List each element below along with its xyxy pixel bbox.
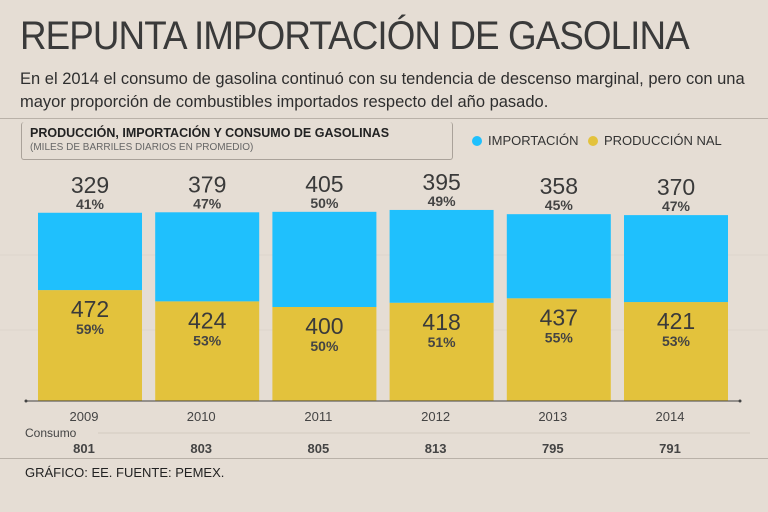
production-percent-label: 55% [545,329,574,345]
bar-production-2011 [272,307,377,401]
import-value-label: 395 [422,169,460,195]
x-tick-label: 2009 [70,409,99,424]
bar-production-2010 [155,301,260,401]
import-percent-label: 41% [76,196,105,212]
production-percent-label: 53% [662,333,691,349]
bar-import-2013 [506,214,611,299]
legend-production-label: PRODUCCIÓN NAL [604,133,722,148]
legend-production-dot-icon [588,135,598,146]
import-percent-label: 47% [193,195,222,211]
consumo-value: 801 [73,441,95,456]
x-tick-label: 2014 [656,409,685,424]
consumo-value: 813 [425,441,447,456]
consumo-value: 795 [542,441,564,456]
bar-import-2010 [155,212,260,302]
consumo-value: 791 [659,441,681,456]
import-percent-label: 50% [310,195,339,211]
bar-production-2009 [38,290,142,401]
consumo-value: 803 [190,441,212,456]
legend-import-dot-icon [472,135,482,146]
page-title: REPUNTA IMPORTACIÓN DE GASOLINA [20,14,690,58]
production-value-label: 472 [71,296,109,322]
page-subtitle: En el 2014 el consumo de gasolina contin… [20,70,745,111]
consumo-label: Consumo [25,426,77,440]
import-percent-label: 45% [545,197,574,213]
production-percent-label: 50% [310,338,339,354]
production-percent-label: 51% [428,334,457,350]
legend-import: IMPORTACIÓN [472,133,579,148]
bar-production-2012 [389,302,494,401]
import-value-label: 358 [540,173,578,199]
production-value-label: 421 [657,308,695,334]
import-value-label: 379 [188,171,226,197]
import-value-label: 405 [305,171,343,197]
x-tick-label: 2012 [421,409,450,424]
bar-import-2012 [389,209,494,303]
source-footer: GRÁFICO: EE. FUENTE: PEMEX. [25,465,225,480]
legend-import-label: IMPORTACIÓN [488,133,579,148]
x-tick-label: 2011 [304,409,332,424]
chart-title-box: PRODUCCIÓN, IMPORTACIÓN Y CONSUMO DE GAS… [21,122,453,160]
chart-units: (MILES DE BARRILES DIARIOS EN PROMEDIO) [30,142,254,153]
x-tick-label: 2010 [187,409,216,424]
bar-import-2009 [38,212,142,291]
axis-end-dot-icon [738,399,742,403]
x-tick-label: 2013 [538,409,567,424]
production-value-label: 424 [188,307,227,333]
bar-import-2011 [272,211,377,307]
bar-production-2013 [506,298,611,401]
import-value-label: 370 [657,174,695,200]
production-value-label: 437 [540,304,578,330]
bar-import-2014 [624,215,728,303]
import-percent-label: 47% [662,198,691,214]
bar-production-2014 [624,302,728,401]
axis-end-dot-icon [24,399,28,403]
production-value-label: 418 [422,309,460,335]
production-percent-label: 53% [193,332,222,348]
divider [0,118,768,119]
production-value-label: 400 [305,313,343,339]
import-value-label: 329 [71,172,109,198]
consumo-value: 805 [308,441,330,456]
divider-bottom [0,458,768,459]
legend-production: PRODUCCIÓN NAL [588,133,722,148]
chart-title: PRODUCCIÓN, IMPORTACIÓN Y CONSUMO DE GAS… [30,126,390,140]
production-percent-label: 59% [76,321,105,337]
import-percent-label: 49% [428,193,457,209]
